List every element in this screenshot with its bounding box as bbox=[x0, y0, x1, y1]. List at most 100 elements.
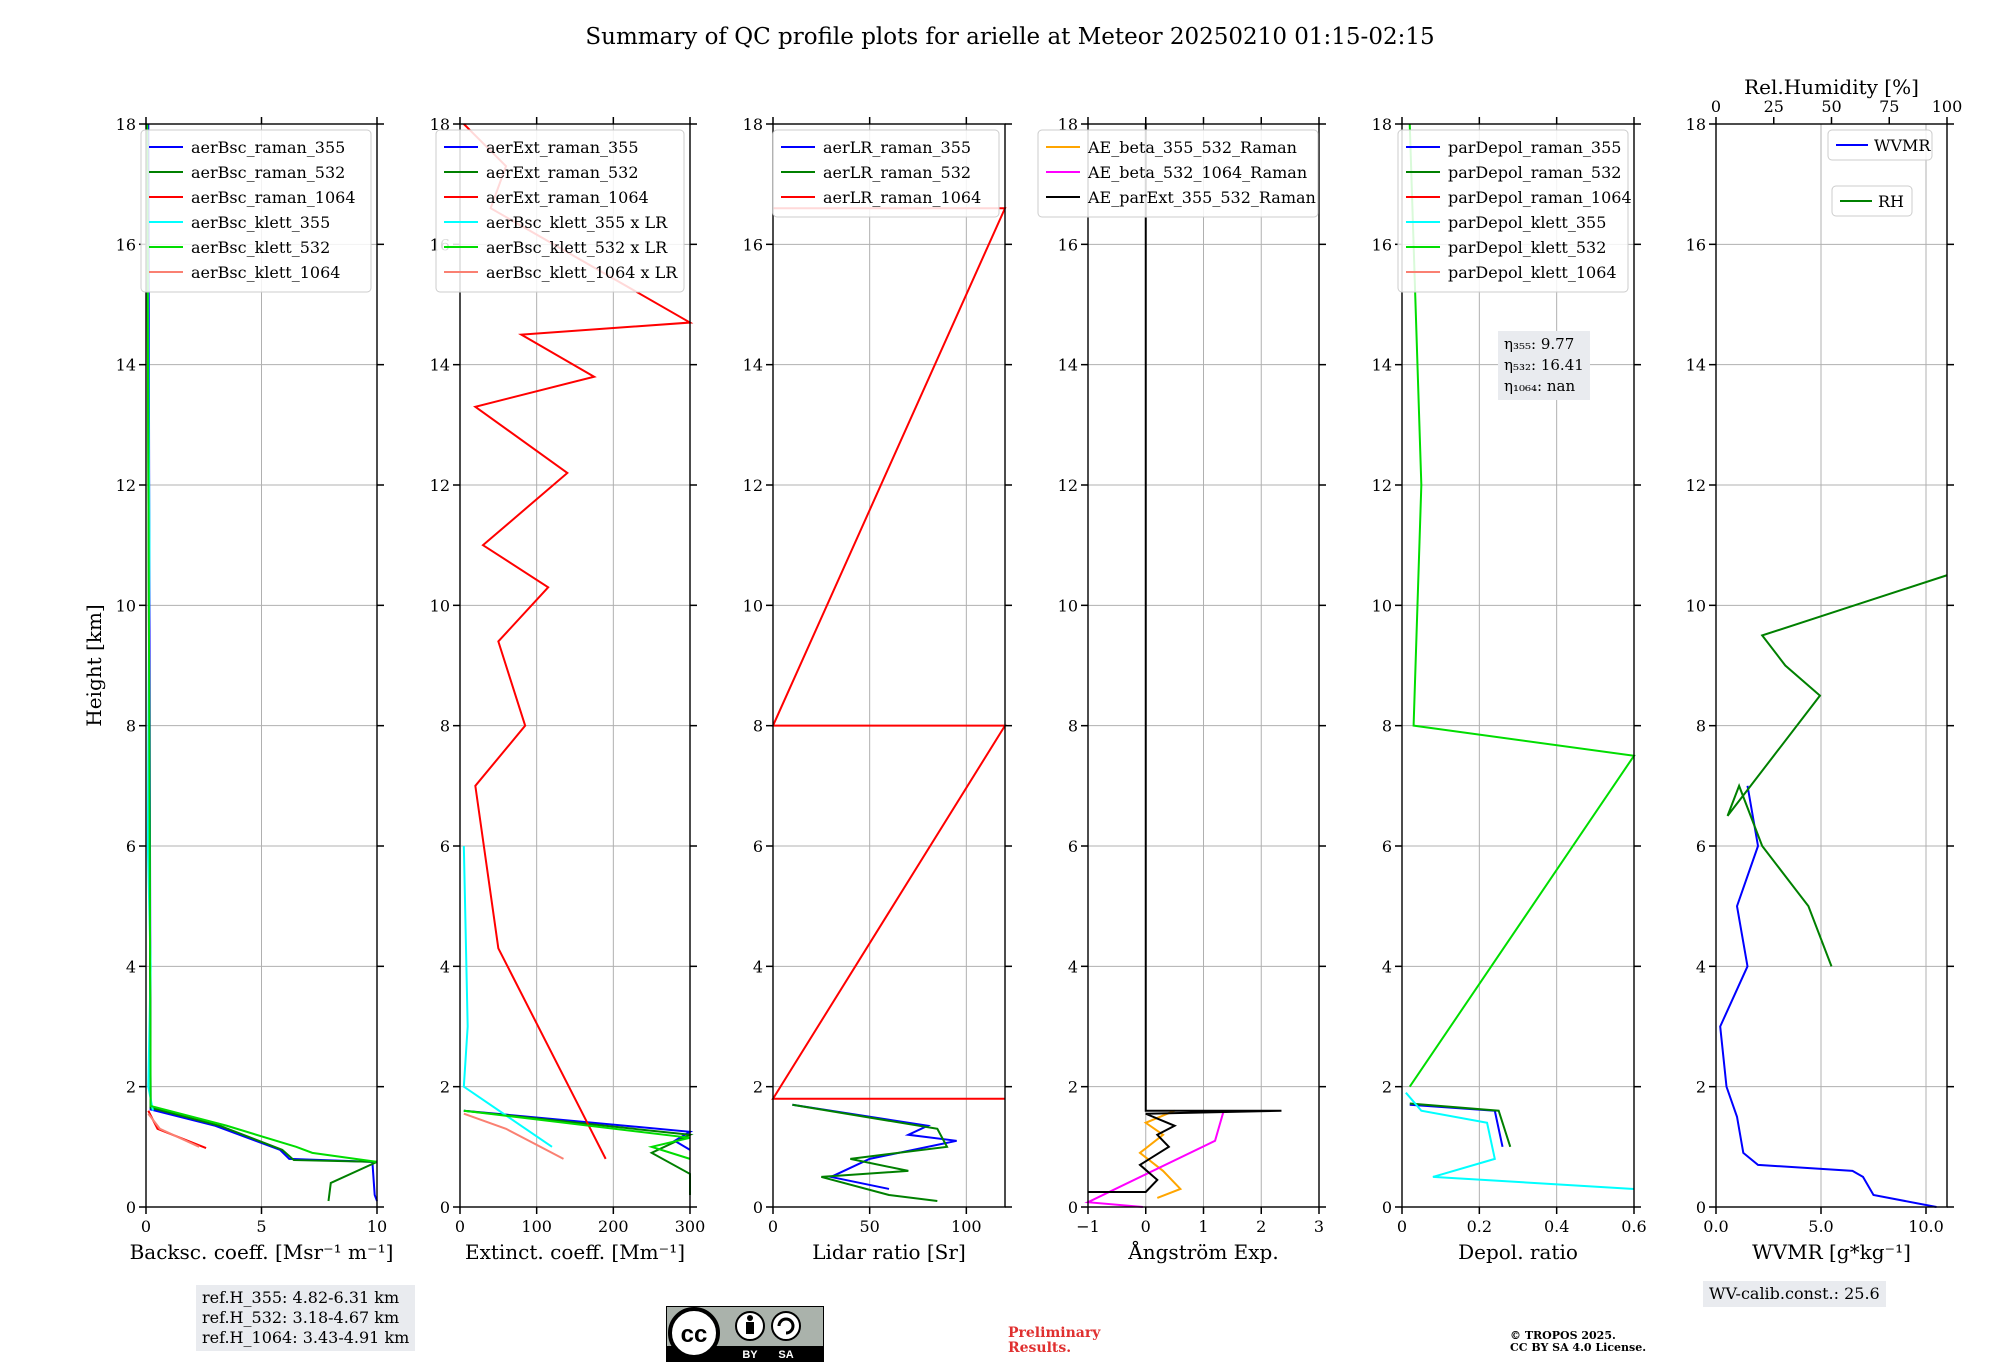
legend-box bbox=[140, 129, 372, 293]
y-tick-label: 18 bbox=[430, 115, 450, 134]
legend-label-aerBsc_klett_1064: aerBsc_klett_1064 bbox=[191, 263, 340, 282]
preliminary-note: Preliminary Results. bbox=[1008, 1326, 1100, 1356]
y-tick-label: 14 bbox=[743, 356, 763, 375]
legend-label-aerBsc_raman_532: aerBsc_raman_532 bbox=[191, 163, 345, 182]
y-tick-label: 0 bbox=[1068, 1198, 1078, 1217]
y-tick-label: 14 bbox=[430, 356, 450, 375]
y-tick-label: 16 bbox=[1058, 235, 1078, 254]
wv-calib-box: WV-calib.const.: 25.6 bbox=[1703, 1281, 1886, 1307]
legend-label-aerLR_raman_1064: aerLR_raman_1064 bbox=[823, 188, 981, 207]
y-tick-label: 6 bbox=[126, 837, 136, 856]
legend-label-aerBsc_klett_355 x LR: aerBsc_klett_355 x LR bbox=[486, 213, 668, 232]
legend-label-parDepol_klett_532: parDepol_klett_532 bbox=[1448, 238, 1606, 257]
legend-label-parDepol_raman_532: parDepol_raman_532 bbox=[1448, 163, 1621, 182]
series-line-aerLR_raman_532 bbox=[792, 1103, 949, 1202]
top-x-tick-label: 75 bbox=[1879, 97, 1899, 116]
y-tick-label: 12 bbox=[1686, 476, 1706, 495]
y-tick-label: 4 bbox=[753, 957, 763, 976]
y-tick-label: 2 bbox=[753, 1078, 763, 1097]
y-tick-label: 0 bbox=[1696, 1198, 1706, 1217]
y-axis-label: Height [km] bbox=[82, 604, 106, 726]
y-tick-label: 10 bbox=[430, 596, 450, 615]
panel-3: 0 2 4 6 8 10 12 14 16 18 0 50 100 Lidar ratio [Sr] aer… bbox=[743, 115, 1012, 1264]
legend-label-aerBsc_raman_1064: aerBsc_raman_1064 bbox=[191, 188, 356, 207]
x-axis-label: Lidar ratio [Sr] bbox=[812, 1240, 966, 1264]
eta-box: η₃₅₅: 9.77 η₅₃₂: 16.41 η₁₀₆₄: nan bbox=[1498, 331, 1590, 400]
legend-label-aerLR_raman_532: aerLR_raman_532 bbox=[823, 163, 971, 182]
x-tick-label: 0 bbox=[455, 1217, 465, 1236]
series-line-parDepol_klett_355 bbox=[1405, 1092, 1635, 1190]
y-tick-label: 0 bbox=[753, 1198, 763, 1217]
x-tick-label: 100 bbox=[521, 1217, 552, 1236]
x-tick-label: 5 bbox=[256, 1217, 266, 1236]
legend-label-AE_parExt_355_532_Raman: AE_parExt_355_532_Raman bbox=[1087, 188, 1316, 207]
y-tick-label: 4 bbox=[1068, 957, 1078, 976]
series-line-parDepol_klett_532 bbox=[1408, 123, 1636, 1088]
y-tick-label: 16 bbox=[1686, 235, 1706, 254]
y-tick-label: 8 bbox=[1382, 717, 1392, 736]
y-tick-label: 10 bbox=[1372, 596, 1392, 615]
eta-355: η₃₅₅: 9.77 bbox=[1504, 335, 1575, 353]
x-tick-label: 0.2 bbox=[1467, 1217, 1492, 1236]
panel-6: 0 2 4 6 8 10 12 14 16 18 0.0 5.0 10.0 0 25 50 75 100 Rel.H… bbox=[1686, 75, 1963, 1264]
y-tick-label: 8 bbox=[440, 717, 450, 736]
panel-2: 0246810121416180100200300Extinct. coeff.… bbox=[430, 115, 706, 1264]
series-line-aerLR_raman_1064 bbox=[771, 207, 1007, 1100]
x-tick-label: 10.0 bbox=[1908, 1217, 1944, 1236]
legend-label-parDepol_raman_1064: parDepol_raman_1064 bbox=[1448, 188, 1632, 207]
cc-by-label: BY bbox=[742, 1349, 758, 1361]
y-tick-label: 0 bbox=[440, 1198, 450, 1217]
y-tick-label: 18 bbox=[1058, 115, 1078, 134]
y-tick-label: 12 bbox=[1372, 476, 1392, 495]
y-tick-label: 16 bbox=[1372, 235, 1392, 254]
x-tick-label: 100 bbox=[951, 1217, 982, 1236]
y-tick-label: 16 bbox=[116, 235, 136, 254]
x-axis-label: WVMR [g*kg⁻¹] bbox=[1752, 1240, 1911, 1264]
y-tick-label: 0 bbox=[1382, 1198, 1392, 1217]
wv-calib-text: WV-calib.const.: 25.6 bbox=[1709, 1284, 1880, 1303]
y-tick-label: 8 bbox=[1068, 717, 1078, 736]
copyright-note: © TROPOS 2025. CC BY SA 4.0 License. bbox=[1510, 1330, 1646, 1354]
top-x-tick-label: 100 bbox=[1932, 97, 1963, 116]
x-axis-label: Extinct. coeff. [Mm⁻¹] bbox=[465, 1240, 685, 1264]
y-tick-label: 6 bbox=[753, 837, 763, 856]
y-tick-label: 18 bbox=[743, 115, 763, 134]
x-tick-label: 0 bbox=[1141, 1217, 1151, 1236]
y-tick-label: 12 bbox=[116, 476, 136, 495]
eta-1064: η₁₀₆₄: nan bbox=[1504, 377, 1576, 395]
plot-frame bbox=[772, 123, 1006, 1208]
x-tick-label: 0 bbox=[768, 1217, 778, 1236]
legend-label-parDepol_klett_1064: parDepol_klett_1064 bbox=[1448, 263, 1617, 282]
series-line-RH bbox=[1726, 574, 1948, 967]
x-tick-label: 5.0 bbox=[1808, 1217, 1833, 1236]
legend-label-aerExt_raman_1064: aerExt_raman_1064 bbox=[486, 188, 649, 207]
y-tick-label: 6 bbox=[1696, 837, 1706, 856]
x-axis-label: Ångström Exp. bbox=[1127, 1239, 1278, 1264]
legend-label-parDepol_klett_355: parDepol_klett_355 bbox=[1448, 213, 1606, 232]
series-line-aerBsc_klett_532 x LR bbox=[463, 1109, 691, 1160]
plot-frame bbox=[459, 123, 691, 1208]
y-tick-label: 2 bbox=[1382, 1078, 1392, 1097]
reference-height-box: ref.H_355: 4.82-6.31 km ref.H_532: 3.18-… bbox=[196, 1285, 416, 1351]
series-line-aerBsc_klett_1064 bbox=[147, 1113, 200, 1148]
x-tick-label: −1 bbox=[1076, 1217, 1100, 1236]
preliminary-line-1: Preliminary bbox=[1008, 1325, 1101, 1341]
y-tick-label: 12 bbox=[743, 476, 763, 495]
figure-title: Summary of QC profile plots for arielle … bbox=[585, 24, 1434, 50]
y-tick-label: 18 bbox=[116, 115, 136, 134]
y-tick-label: 8 bbox=[753, 717, 763, 736]
legend-box bbox=[1397, 129, 1629, 293]
y-tick-label: 0 bbox=[126, 1198, 136, 1217]
cc-license-badge: cc BY SA bbox=[666, 1306, 824, 1362]
y-tick-label: 10 bbox=[1686, 596, 1706, 615]
legend-label-aerLR_raman_355: aerLR_raman_355 bbox=[823, 138, 971, 157]
x-tick-label: 0.0 bbox=[1703, 1217, 1728, 1236]
panel-5: 0 2 4 6 8 10 12 14 16 18 0 0.2 0.4 0.6 Depol. ratio par… bbox=[1372, 115, 1647, 1264]
plot-frame bbox=[1401, 123, 1635, 1208]
series-line-aerBsc_klett_355 x LR bbox=[462, 845, 553, 1148]
y-tick-label: 2 bbox=[440, 1078, 450, 1097]
ref-height-532: ref.H_532: 3.18-4.67 km bbox=[202, 1308, 400, 1327]
x-tick-label: 0.4 bbox=[1544, 1217, 1569, 1236]
